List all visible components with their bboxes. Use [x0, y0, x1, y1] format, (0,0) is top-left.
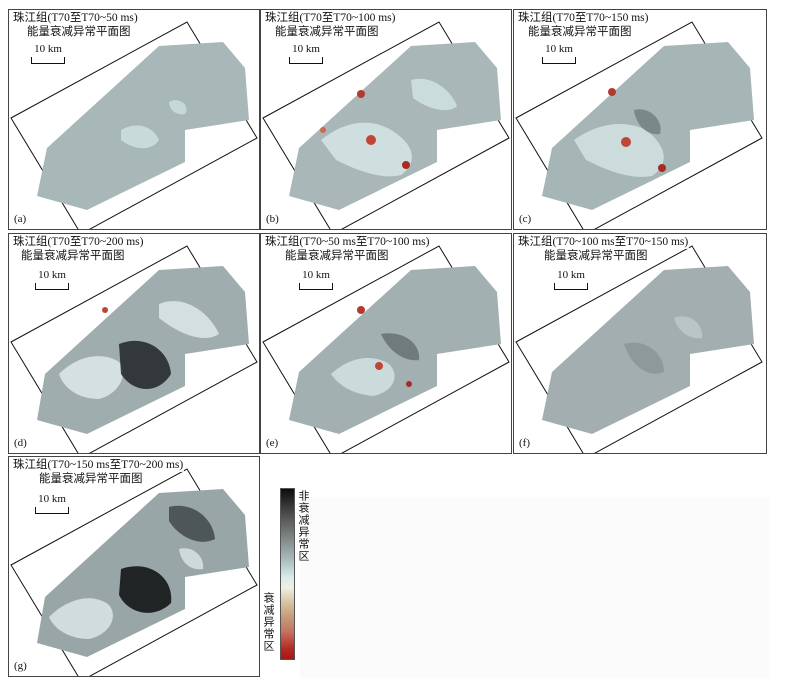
attenuation-map: [515, 21, 763, 229]
color-legend-bar: [280, 488, 295, 660]
attenuation-map: [10, 468, 258, 676]
panel-label: (d): [14, 437, 27, 449]
panel-subtitle: 能量衰减异常平面图: [21, 250, 125, 262]
scale-bar: 10 km: [35, 493, 69, 514]
scale-bar: 10 km: [289, 43, 323, 64]
panel-label: (f): [519, 437, 530, 449]
scale-bar: 10 km: [31, 43, 65, 64]
attenuation-map: [262, 21, 510, 229]
panel-d: 珠江组(T70至T70~200 ms) 能量衰减异常平面图 10 km (d): [8, 233, 260, 454]
legend-bottom-label: 衰减异常区: [262, 592, 274, 652]
panel-c: 珠江组(T70至T70~150 ms) 能量衰减异常平面图 10 km (c): [513, 9, 767, 230]
scale-label: 10 km: [545, 43, 573, 55]
scale-label: 10 km: [34, 43, 62, 55]
panel-subtitle: 能量衰减异常平面图: [544, 250, 648, 262]
panel-subtitle: 能量衰减异常平面图: [528, 26, 632, 38]
panel-title: 珠江组(T70至T70~150 ms): [517, 11, 650, 25]
scale-label: 10 km: [292, 43, 320, 55]
panel-label: (c): [519, 213, 532, 225]
panel-title: 珠江组(T70~50 ms至T70~100 ms): [264, 235, 431, 249]
attenuation-map: [262, 245, 510, 453]
panel-subtitle: 能量衰减异常平面图: [285, 250, 389, 262]
panel-label: (a): [14, 213, 27, 225]
panel-subtitle: 能量衰减异常平面图: [27, 26, 131, 38]
panel-a: 珠江组(T70至T70~50 ms) 能量衰减异常平面图 10 km (a): [8, 9, 260, 230]
scale-bar: 10 km: [554, 269, 588, 290]
scale-bar: 10 km: [35, 269, 69, 290]
scale-label: 10 km: [38, 269, 66, 281]
panel-subtitle: 能量衰减异常平面图: [39, 473, 143, 485]
scale-label: 10 km: [302, 269, 330, 281]
scale-bar: 10 km: [299, 269, 333, 290]
panel-title: 珠江组(T70~150 ms至T70~200 ms): [12, 458, 185, 472]
empty-area: [300, 498, 770, 678]
scale-label: 10 km: [557, 269, 585, 281]
panel-b: 珠江组(T70至T70~100 ms) 能量衰减异常平面图 10 km (b): [260, 9, 512, 230]
panel-title: 珠江组(T70至T70~50 ms): [12, 11, 139, 25]
panel-title: 珠江组(T70至T70~200 ms): [12, 235, 145, 249]
panel-label: (e): [266, 437, 279, 449]
panel-title: 珠江组(T70至T70~100 ms): [264, 11, 397, 25]
panel-g: 珠江组(T70~150 ms至T70~200 ms) 能量衰减异常平面图 10 …: [8, 456, 260, 677]
attenuation-map: [10, 21, 258, 229]
scale-label: 10 km: [38, 493, 66, 505]
panel-label: (b): [266, 213, 279, 225]
panel-label: (g): [14, 660, 27, 672]
panel-f: 珠江组(T70~100 ms至T70~150 ms) 能量衰减异常平面图 10 …: [513, 233, 767, 454]
attenuation-map: [515, 245, 763, 453]
scale-bar: 10 km: [542, 43, 576, 64]
legend-top-label: 非衰减异常区: [297, 490, 309, 562]
attenuation-map: [10, 245, 258, 453]
panel-subtitle: 能量衰减异常平面图: [275, 26, 379, 38]
panel-title: 珠江组(T70~100 ms至T70~150 ms): [517, 235, 690, 249]
panel-e: 珠江组(T70~50 ms至T70~100 ms) 能量衰减异常平面图 10 k…: [260, 233, 512, 454]
